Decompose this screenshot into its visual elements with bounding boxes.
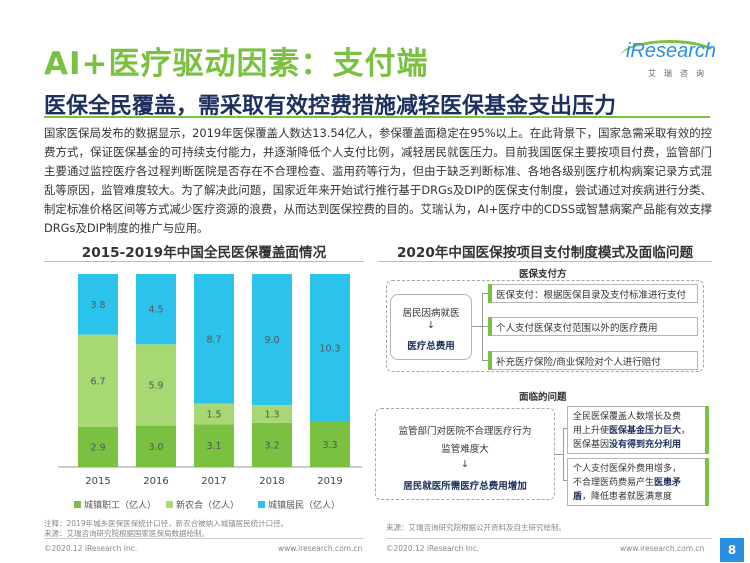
payment-item-1-label: 医保支付：根据医保目录及支付标准进行支付 [496,290,687,301]
problem-right-b-line-2: 不合理医药费易产生医患矛 [573,478,682,488]
page-number: 8 [720,538,744,562]
problem-right-a-marker [705,406,709,454]
payment-item-2-marker [488,317,492,336]
legend-swatch-0 [74,501,81,508]
payment-item-1-marker [488,284,492,303]
total-cost-label: 医疗总费用 [407,341,455,352]
copyright-right: ©2020.12 iResearch Inc. [386,544,480,553]
logo-text: iResearch [625,40,716,62]
data-label-2019-s2: 10.3 [319,343,340,354]
payment-item-2-label: 个人支付医保支付范围以外的医疗费用 [496,323,658,334]
hospital-visit-label: 居民因病就医 [402,308,460,319]
page-title: AI+医疗驱动因素：支付端 [44,46,429,82]
legend-swatch-2 [258,501,265,508]
bar-2015-s1 [78,334,118,428]
problem-left-line-2: 监管难度大 [441,444,489,455]
stacked-bar-chart: 2.9 6.7 3.8 2015 3.0 5.9 4.5 2016 3.1 1.5 8.7 2017 3… [58,274,362,511]
title-separator [44,116,710,118]
problem-right-a-line-1: 全民医保覆盖人数增长及费 [573,412,682,422]
bar-2016-s2 [136,274,176,345]
copyright-left: ©2020.12 iResearch Inc. [44,544,138,553]
data-label-2018-s2: 9.0 [264,335,279,346]
connector-branch-1 [482,293,488,294]
problem-left-line-3: 居民就医所需医疗总费用增加 [403,481,527,492]
chart-title-rule [44,261,364,262]
website-right: www.iresearch.com.cn [620,544,705,553]
website-left: www.iresearch.com.cn [278,544,363,553]
logo-arc-icon [620,40,720,74]
problem-connector [555,454,563,455]
data-label-2018-s1: 1.3 [264,409,279,420]
tick-label-2018: 2018 [259,476,284,487]
footer-rule-left [44,538,364,539]
legend-label-2: 城镇居民（亿人） [268,499,340,511]
data-label-2019-s0: 3.3 [322,440,337,451]
problem-branch-1 [563,428,567,429]
diagram-source: 来源：艾瑞咨询研究院根据公开资料及自主研究绘制。 [386,523,566,532]
bar-2017-s2 [194,274,234,404]
data-label-2015-s1: 6.7 [90,376,105,387]
bar-2019-s0 [310,421,350,467]
bar-2017-s0 [194,424,234,467]
problem-right-b-marker [705,458,709,506]
logo-cn: 艾瑞咨询 [648,69,712,78]
hospital-visit-box [390,294,472,360]
data-label-2017-s0: 3.1 [206,441,221,452]
bar-2015-s2 [78,274,118,335]
chart-title: 2015-2019年中国全民医保覆盖面情况 [81,245,327,261]
problem-branch-2 [563,480,567,481]
data-label-2017-s2: 8.7 [206,334,221,345]
problem-right-a-line-3: 医保基因没有得到充分利用 [573,440,682,450]
problem-right-b-box [567,458,709,506]
problem-right-a-line-2: 用上升使医保基金压力巨大， [573,426,691,436]
bar-2016-s1 [136,344,176,426]
legend-swatch-1 [166,501,173,508]
data-label-2016-s0: 3.0 [148,442,163,453]
payment-item-3-label: 补充医疗保险/商业保险对个人进行赔付 [496,357,661,368]
data-label-2017-s1: 1.5 [206,409,221,420]
legend-label-1: 新农合（亿人） [176,499,239,511]
chart-source: 来源：艾瑞咨询研究院根据国家医保局数据绘制。 [44,529,209,538]
diagram-title-rule [378,261,712,262]
bar-2015-s0 [78,427,118,467]
payment-item-3-marker [488,351,492,370]
tick-label-2017: 2017 [201,476,226,487]
problem-left-line-1: 监管部门对医院不合理医疗行为 [398,426,532,437]
bar-2018-s0 [252,422,292,467]
problem-left-box [375,408,555,500]
intro-paragraph: 国家医保局发布的数据显示，2019年医保覆盖人数达13.54亿人，参保覆盖面稳定… [44,126,712,235]
bar-2019-s2 [310,274,350,422]
arrow-down-icon: ↓ [427,320,435,331]
bar-2017-s1 [194,403,234,425]
data-label-2018-s0: 3.2 [264,440,279,451]
problems-label: 面临的问题 [519,392,567,403]
data-label-2016-s1: 5.9 [148,380,163,391]
data-label-2016-s2: 4.5 [148,305,163,316]
data-label-2015-s2: 3.8 [90,300,105,311]
connector-branch-3 [482,360,488,361]
payer-label: 医保支付方 [519,269,567,280]
legend-label-0: 城镇职工（亿人） [84,499,156,511]
iresearch-logo: iResearch 艾瑞咨询 [612,40,720,84]
chart-note: 注释：2019年城乡医保医保统计口径，新农合被纳入城镇居民统计口径。 [44,519,289,528]
connector-line [472,326,482,327]
data-label-2015-s0: 2.9 [90,443,105,454]
tick-label-2015: 2015 [85,476,110,487]
connector-vertical [482,293,483,361]
problem-right-b-line-1: 个人支付医保外费用增多， [573,464,682,474]
problem-arrow-icon: ↓ [461,459,469,470]
problem-connector-vertical [563,428,564,480]
footer-rule-right [386,538,712,539]
problem-right-b-line-3: 盾，降低患者就医满意度 [573,492,673,502]
bar-2018-s2 [252,274,292,405]
page-subtitle: 医保全民覆盖，需采取有效控费措施减轻医保基金支出压力 [44,94,617,119]
bar-2016-s0 [136,425,176,467]
tick-label-2019: 2019 [317,476,342,487]
bar-2018-s1 [252,404,292,423]
connector-branch-2 [482,326,488,327]
payment-model-box [386,280,704,372]
diagram-title: 2020年中国医保按项目支付制度模式及面临问题 [396,245,694,261]
problem-right-a-box [567,406,709,454]
tick-label-2016: 2016 [143,476,168,487]
